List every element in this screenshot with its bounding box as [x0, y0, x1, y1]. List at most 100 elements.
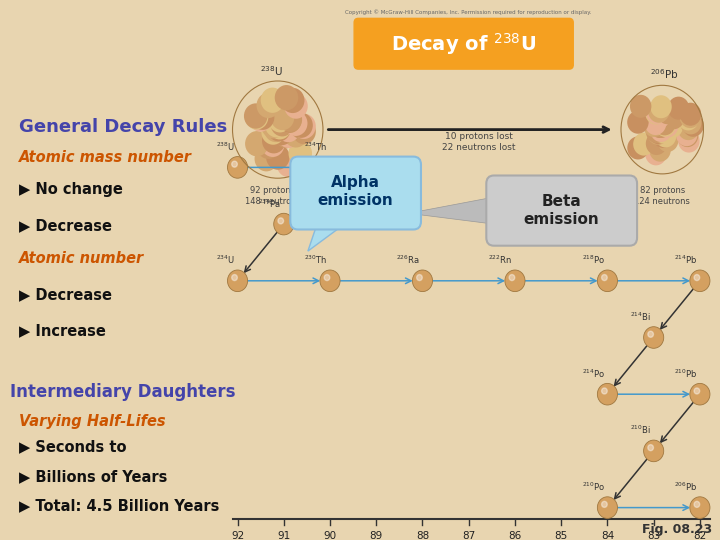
Circle shape [275, 123, 298, 148]
Text: $^{210}$Po: $^{210}$Po [582, 481, 605, 493]
Circle shape [509, 274, 515, 281]
Circle shape [646, 101, 667, 124]
Circle shape [678, 130, 700, 153]
Circle shape [602, 274, 607, 281]
Circle shape [279, 107, 302, 132]
Circle shape [261, 87, 284, 113]
Circle shape [276, 152, 300, 177]
Circle shape [655, 124, 676, 147]
Circle shape [284, 122, 307, 147]
Text: $^{206}$Pb: $^{206}$Pb [674, 481, 698, 493]
Text: $^{222}$Rn: $^{222}$Rn [488, 254, 513, 266]
Circle shape [256, 93, 280, 118]
Circle shape [680, 111, 701, 134]
Circle shape [276, 117, 300, 142]
Circle shape [652, 125, 674, 148]
Text: $^{218}$Po: $^{218}$Po [582, 254, 605, 266]
Circle shape [652, 120, 673, 144]
Text: $^{206}$Pb: $^{206}$Pb [649, 67, 678, 81]
Circle shape [289, 141, 312, 166]
Circle shape [650, 119, 672, 142]
Circle shape [680, 105, 701, 128]
Text: 87: 87 [462, 531, 475, 540]
Circle shape [648, 444, 654, 451]
Circle shape [278, 218, 284, 224]
Text: $^{230}$Th: $^{230}$Th [305, 254, 328, 266]
Circle shape [245, 131, 269, 157]
Circle shape [271, 111, 294, 137]
Circle shape [598, 383, 618, 405]
Text: 88: 88 [416, 531, 429, 540]
Circle shape [627, 137, 649, 159]
Circle shape [677, 124, 698, 147]
Text: $^{234}$Pa: $^{234}$Pa [258, 197, 282, 210]
Circle shape [654, 113, 675, 137]
Circle shape [602, 501, 607, 508]
Text: $^{238}$U: $^{238}$U [260, 64, 283, 78]
Circle shape [645, 143, 667, 165]
Text: Atomic number: Atomic number [19, 252, 144, 266]
Circle shape [648, 121, 670, 144]
Text: $^{214}$Pb: $^{214}$Pb [674, 254, 698, 266]
Circle shape [663, 106, 685, 129]
Circle shape [264, 117, 287, 142]
Circle shape [645, 102, 667, 125]
FancyBboxPatch shape [486, 176, 637, 246]
Text: Alpha
emission: Alpha emission [318, 176, 394, 208]
Text: $^{238}$U: $^{238}$U [216, 140, 235, 153]
Polygon shape [408, 197, 494, 224]
Circle shape [261, 119, 285, 145]
Circle shape [289, 113, 312, 138]
Text: $^{234}$Th: $^{234}$Th [305, 140, 328, 153]
Text: 85: 85 [554, 531, 568, 540]
Circle shape [676, 123, 698, 146]
Circle shape [662, 115, 683, 138]
Text: Copyright © McGraw-Hill Companies, Inc. Permission required for reproduction or : Copyright © McGraw-Hill Companies, Inc. … [346, 10, 592, 15]
Text: 91: 91 [277, 531, 290, 540]
Circle shape [270, 120, 294, 145]
Text: $^{210}$Pb: $^{210}$Pb [674, 367, 698, 380]
Circle shape [649, 115, 670, 138]
Circle shape [657, 129, 678, 152]
Text: Atomic mass number: Atomic mass number [19, 150, 192, 165]
Circle shape [650, 115, 672, 138]
Text: $^{214}$Po: $^{214}$Po [582, 367, 605, 380]
Circle shape [648, 100, 670, 123]
Circle shape [649, 106, 670, 129]
Circle shape [292, 114, 316, 139]
Circle shape [228, 157, 248, 178]
Circle shape [324, 161, 330, 167]
Circle shape [320, 157, 340, 178]
Text: ▶ Decrease: ▶ Decrease [19, 218, 112, 233]
Circle shape [690, 270, 710, 292]
Circle shape [249, 106, 272, 132]
Text: 92: 92 [231, 531, 244, 540]
Text: 82: 82 [693, 531, 706, 540]
Circle shape [320, 270, 340, 292]
Circle shape [251, 105, 274, 130]
Circle shape [265, 112, 289, 138]
Circle shape [646, 132, 667, 155]
Circle shape [269, 107, 292, 132]
Circle shape [647, 122, 669, 145]
Text: Varying Half-Lifes: Varying Half-Lifes [19, 414, 166, 429]
Circle shape [324, 274, 330, 281]
Circle shape [228, 270, 248, 292]
Circle shape [274, 213, 294, 235]
Text: $^{226}$Ra: $^{226}$Ra [396, 254, 420, 266]
Circle shape [275, 85, 298, 110]
FancyBboxPatch shape [354, 18, 573, 69]
Circle shape [232, 274, 238, 281]
Circle shape [278, 107, 302, 133]
Text: ▶ Decrease: ▶ Decrease [19, 287, 112, 302]
Circle shape [678, 107, 699, 131]
Text: Decay of $^{238}$U: Decay of $^{238}$U [391, 31, 536, 57]
Circle shape [650, 95, 672, 118]
Text: $^{234}$U: $^{234}$U [216, 254, 235, 266]
Circle shape [284, 111, 307, 136]
Circle shape [267, 116, 291, 141]
Circle shape [413, 270, 433, 292]
Circle shape [633, 133, 654, 156]
Circle shape [292, 119, 316, 144]
Text: ▶ No change: ▶ No change [19, 182, 122, 197]
